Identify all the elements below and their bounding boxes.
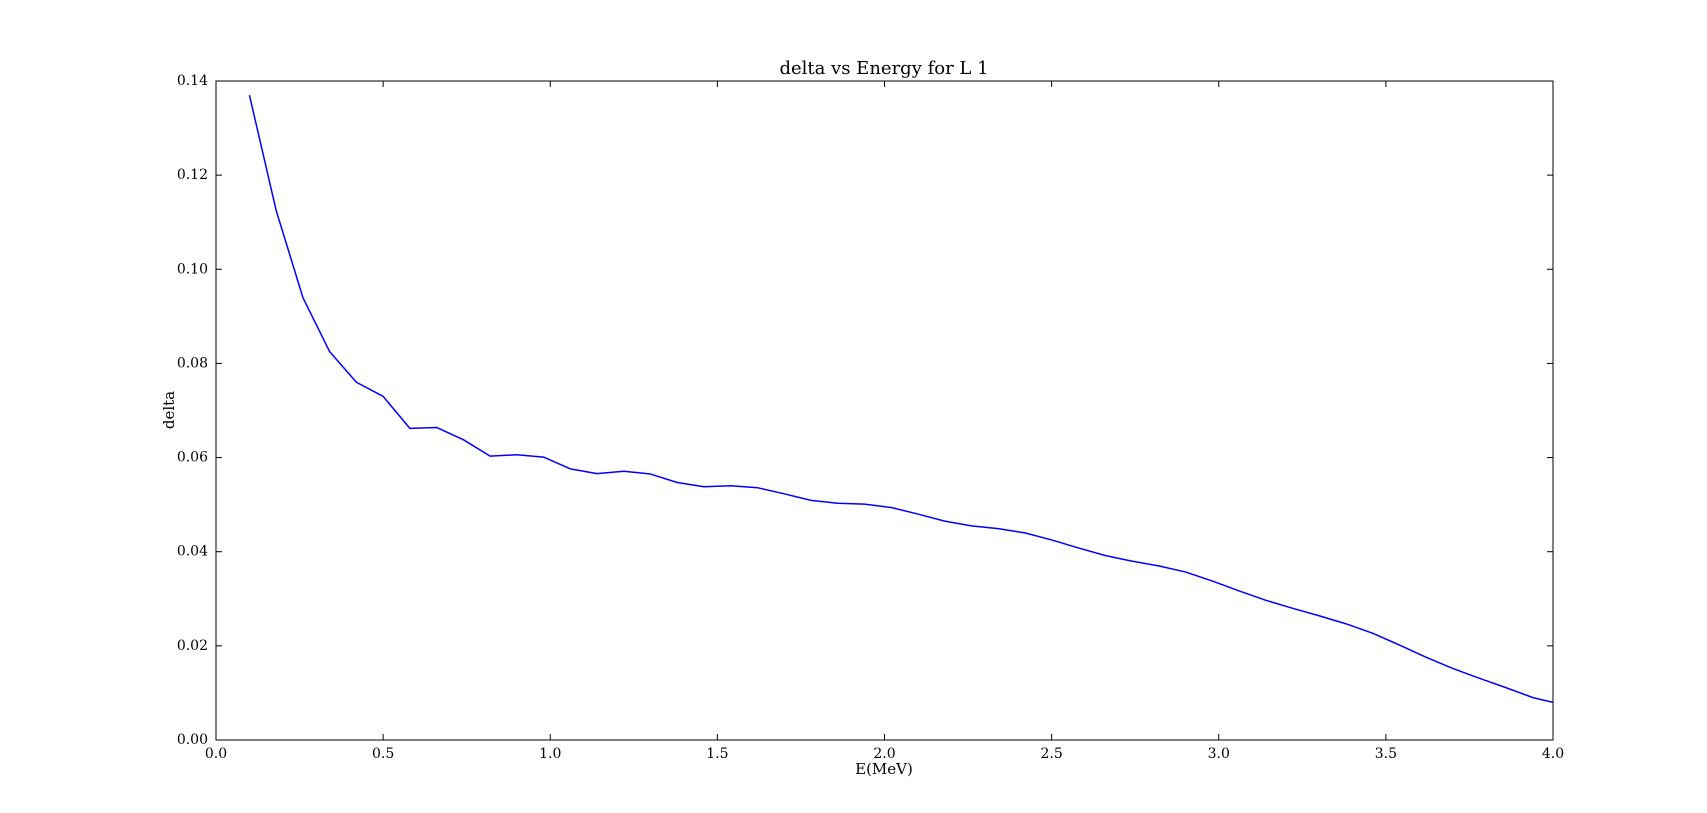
x-tick-label: 3.5 bbox=[1375, 746, 1397, 762]
x-tick-label: 0.0 bbox=[205, 746, 227, 762]
x-tick-label: 3.0 bbox=[1208, 746, 1230, 762]
y-tick-label: 0.10 bbox=[177, 261, 208, 277]
y-tick-labels: 0.00 0.02 0.04 0.06 0.08 0.10 0.12 0.14 bbox=[177, 73, 208, 748]
y-axis-label: delta bbox=[160, 391, 178, 429]
plot-frame bbox=[215, 80, 1554, 741]
y-tick-label: 0.02 bbox=[177, 638, 208, 654]
y-tick-marks bbox=[216, 80, 1553, 741]
x-tick-label: 0.5 bbox=[372, 746, 394, 762]
x-tick-label: 2.5 bbox=[1040, 746, 1062, 762]
x-tick-label: 2.0 bbox=[873, 746, 895, 762]
x-tick-label: 1.5 bbox=[706, 746, 728, 762]
plot-area bbox=[215, 80, 1554, 741]
y-tick-label: 0.06 bbox=[177, 450, 208, 466]
y-tick-label: 0.08 bbox=[177, 355, 208, 371]
series-layer bbox=[248, 94, 1554, 704]
y-tick-label: 0.12 bbox=[177, 167, 208, 183]
series-line-0 bbox=[248, 94, 1554, 704]
y-tick-label: 0.14 bbox=[177, 73, 208, 89]
y-tick-label: 0.04 bbox=[177, 544, 208, 560]
x-tick-marks bbox=[215, 81, 1554, 740]
y-tick-label: 0.00 bbox=[177, 732, 208, 748]
chart-title: delta vs Energy for L 1 bbox=[779, 58, 988, 79]
x-tick-label: 4.0 bbox=[1542, 746, 1564, 762]
x-tick-label: 1.0 bbox=[539, 746, 561, 762]
x-tick-labels: 0.0 0.5 1.0 1.5 2.0 2.5 3.0 3.5 4.0 bbox=[205, 746, 1564, 762]
x-axis-label: E(MeV) bbox=[855, 760, 913, 778]
